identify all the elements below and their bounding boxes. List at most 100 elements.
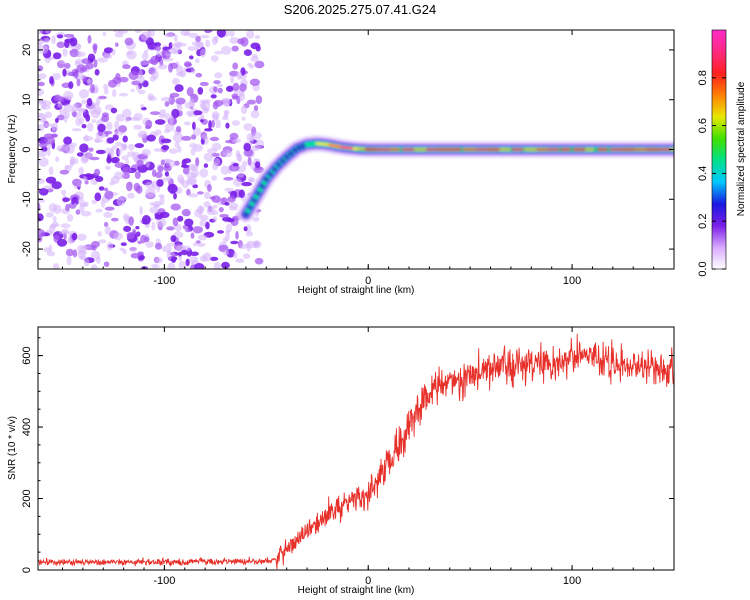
noise-blob xyxy=(76,107,85,112)
noise-blob xyxy=(214,99,223,107)
noise-blob xyxy=(223,249,229,256)
noise-blob xyxy=(65,203,70,212)
y-tick-label: -20 xyxy=(21,241,33,257)
noise-blob xyxy=(246,133,255,142)
noise-blob xyxy=(246,30,255,39)
noise-blob xyxy=(250,161,256,171)
noise-blob xyxy=(211,36,218,46)
noise-blob xyxy=(223,176,234,181)
noise-blob xyxy=(44,111,53,119)
noise-blob xyxy=(73,203,78,207)
noise-blob xyxy=(134,171,141,180)
noise-blob xyxy=(64,62,71,69)
ridge-blob xyxy=(259,183,265,189)
noise-blob xyxy=(167,262,176,269)
colorbar-tick-label: 0.0 xyxy=(697,261,709,276)
noise-blob xyxy=(79,255,87,261)
noise-blob xyxy=(56,238,68,247)
ridge-blob xyxy=(300,143,306,149)
noise-blob xyxy=(247,156,252,166)
noise-blob xyxy=(151,221,156,231)
noise-blob xyxy=(90,83,95,94)
noise-blob xyxy=(85,62,94,70)
chart-title: S206.2025.275.07.41.G24 xyxy=(284,2,437,17)
noise-blob xyxy=(153,148,164,152)
noise-blob xyxy=(235,150,240,158)
noise-blob xyxy=(154,215,163,220)
noise-blob xyxy=(72,103,79,112)
noise-blob xyxy=(122,108,132,118)
noise-blob xyxy=(204,128,213,132)
noise-blob xyxy=(135,85,141,91)
noise-blob xyxy=(124,118,130,122)
noise-blob xyxy=(63,115,68,123)
x-tick-label: 100 xyxy=(563,575,581,587)
noise-blob xyxy=(159,195,165,205)
noise-blob xyxy=(214,158,221,167)
ridge-blob xyxy=(255,190,261,196)
noise-blob xyxy=(71,68,79,78)
noise-blob xyxy=(45,176,57,184)
noise-blob xyxy=(56,34,64,39)
noise-blob xyxy=(184,218,194,227)
noise-blob xyxy=(232,251,238,259)
noise-blob xyxy=(106,121,113,131)
colorbar-ticks: 0.0 0.2 0.4 0.6 0.8 xyxy=(697,70,726,277)
noise-blob xyxy=(253,105,259,112)
noise-blob xyxy=(174,84,184,92)
noise-blob xyxy=(174,141,180,149)
noise-blob xyxy=(154,171,163,179)
noise-blob xyxy=(86,152,92,159)
noise-blob xyxy=(93,59,98,68)
noise-blob xyxy=(72,111,77,118)
noise-blob xyxy=(203,107,210,112)
noise-blob xyxy=(252,132,262,140)
noise-blob xyxy=(220,45,232,55)
noise-blob xyxy=(52,220,58,228)
noise-blob xyxy=(86,98,93,107)
noise-blob xyxy=(200,34,210,39)
noise-blob xyxy=(197,191,204,195)
noise-blob xyxy=(136,159,144,167)
noise-blob xyxy=(227,196,236,203)
noise-blob xyxy=(38,73,47,80)
noise-blob xyxy=(232,163,239,167)
noise-blob xyxy=(38,157,49,167)
noise-blob xyxy=(160,96,172,102)
noise-blob xyxy=(71,196,79,206)
noise-blob xyxy=(177,174,185,184)
noise-blob xyxy=(189,256,199,263)
noise-blob xyxy=(115,113,125,122)
noise-blob xyxy=(56,145,67,152)
noise-blob xyxy=(213,80,221,85)
noise-blob xyxy=(118,92,129,97)
noise-blob xyxy=(111,48,116,56)
noise-blob xyxy=(232,138,241,144)
noise-blob xyxy=(91,200,97,204)
noise-blob xyxy=(130,252,140,259)
snr-y-label: SNR (10 * v/v) xyxy=(7,416,18,480)
noise-blob xyxy=(160,159,165,166)
noise-blob xyxy=(161,144,170,151)
noise-blob xyxy=(172,133,184,143)
x-tick-label: -100 xyxy=(153,275,175,287)
noise-blob xyxy=(62,68,67,77)
noise-blob xyxy=(188,193,199,198)
ridge-core-segment xyxy=(315,142,331,147)
noise-blob xyxy=(145,119,153,129)
y-tick-label: 600 xyxy=(21,346,33,364)
noise-blob xyxy=(75,117,82,127)
noise-blob xyxy=(84,134,89,142)
noise-blob xyxy=(204,30,211,34)
noise-blob xyxy=(130,116,140,121)
snr-y-ticks: 0 200 400 600 xyxy=(21,337,674,573)
noise-blob xyxy=(241,116,246,121)
noise-blob xyxy=(91,119,97,123)
ridge-blob xyxy=(267,171,273,177)
noise-blob xyxy=(77,196,85,205)
noise-blob xyxy=(122,144,128,150)
noise-blob xyxy=(101,114,110,123)
colorbar-bar xyxy=(711,29,727,270)
noise-blob xyxy=(188,32,199,39)
noise-blob xyxy=(189,143,197,148)
